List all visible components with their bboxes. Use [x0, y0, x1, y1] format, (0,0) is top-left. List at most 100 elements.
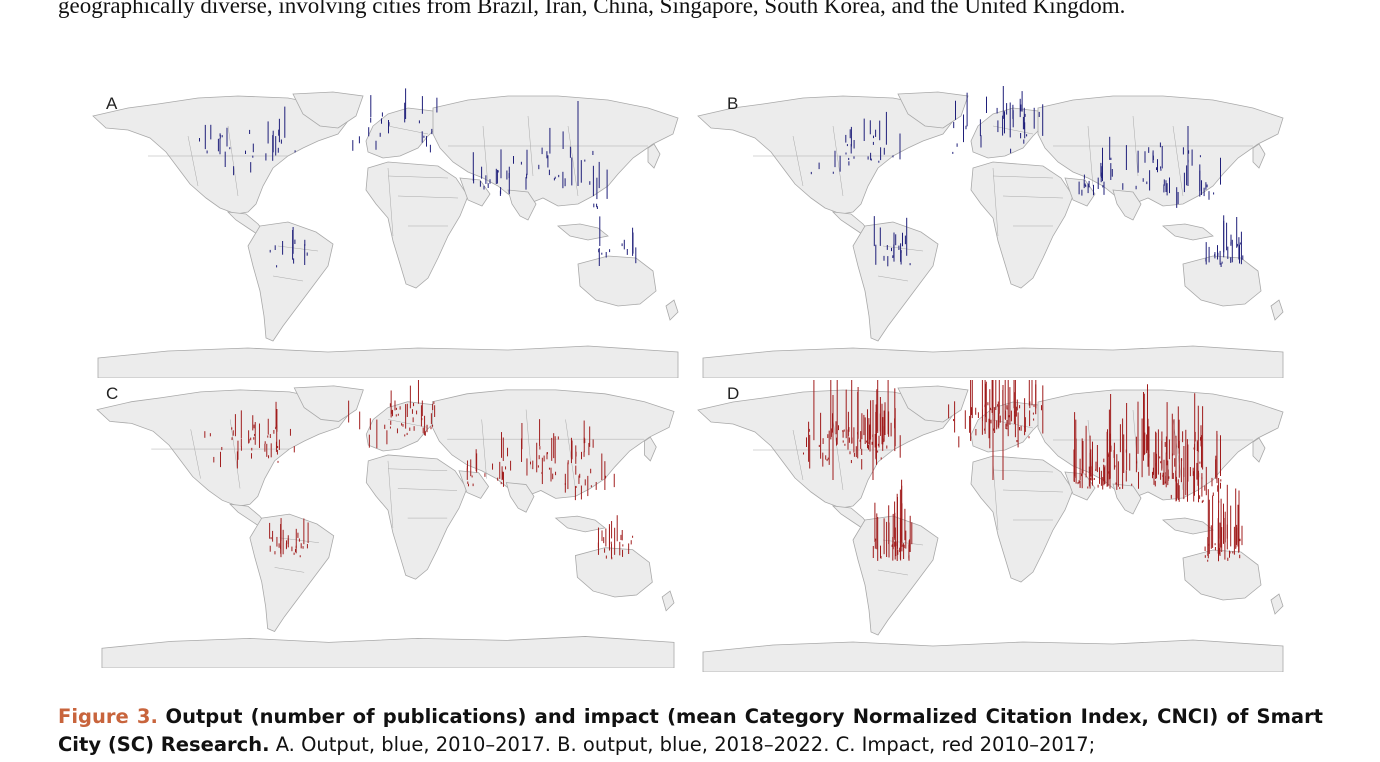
country-border	[565, 419, 576, 489]
country-border	[387, 468, 448, 471]
country-border	[272, 275, 304, 282]
land-shape	[1270, 299, 1284, 321]
country-border	[397, 195, 459, 199]
land-shape	[365, 107, 439, 159]
spike-layer	[810, 86, 1244, 267]
country-border	[1002, 195, 1064, 199]
country-border	[1172, 125, 1184, 197]
land-shape	[970, 455, 1074, 583]
country-border	[229, 419, 241, 489]
world-map-c	[96, 380, 675, 668]
country-border	[992, 419, 1034, 429]
country-border	[397, 488, 458, 491]
land-shape	[702, 345, 1284, 378]
country-border	[277, 245, 319, 252]
land-shape	[365, 401, 438, 452]
country-border	[792, 135, 804, 187]
country-border	[992, 175, 1054, 179]
country-border	[387, 125, 429, 135]
land-shape	[1064, 177, 1096, 207]
land-shape	[507, 189, 537, 221]
panel-label-c: C	[106, 384, 119, 403]
map-panel-b: B	[693, 86, 1291, 378]
land-shape	[365, 454, 468, 580]
world-map-b	[697, 86, 1284, 378]
figure-title: Output (number of publications) and impa…	[58, 705, 1324, 756]
land-layer	[697, 385, 1284, 672]
land-layer	[92, 91, 679, 378]
world-map-d	[697, 380, 1284, 672]
land-shape	[557, 223, 609, 241]
land-shape	[897, 91, 969, 129]
country-border	[877, 275, 909, 282]
country-border	[274, 567, 305, 573]
land-shape	[92, 95, 349, 215]
land-shape	[247, 221, 334, 342]
spike-layer	[803, 380, 1243, 562]
country-border	[387, 175, 449, 179]
land-shape	[293, 385, 364, 422]
land-layer	[697, 91, 1284, 378]
country-border	[992, 167, 999, 237]
country-border	[992, 461, 999, 531]
country-border	[877, 569, 909, 576]
land-shape	[1162, 223, 1214, 241]
land-shape	[970, 107, 1044, 159]
country-border	[387, 419, 428, 428]
figure-caption-text: A. Output, blue, 2010–2017. B. output, b…	[275, 733, 1096, 756]
land-shape	[1182, 549, 1262, 601]
land-shape	[644, 436, 657, 462]
land-shape	[365, 161, 469, 289]
land-shape	[852, 515, 939, 636]
country-border	[832, 125, 844, 197]
world-map-a	[92, 88, 679, 378]
country-border	[882, 539, 924, 546]
land-shape	[574, 547, 653, 598]
map-panel-a: A	[88, 86, 686, 378]
land-shape	[1112, 189, 1142, 221]
land-shape	[505, 482, 535, 513]
figure-caption: Figure 3. Output (number of publications…	[58, 703, 1323, 759]
panel-label-b: B	[727, 94, 739, 113]
figure-label: Figure 3.	[58, 705, 158, 728]
body-text-line: geographically diverse, involving cities…	[58, 0, 1126, 18]
spike-layer	[204, 380, 634, 560]
country-border	[482, 125, 489, 187]
panel-label-d: D	[727, 384, 740, 403]
land-shape	[458, 470, 490, 499]
land-shape	[897, 385, 969, 423]
land-shape	[577, 255, 657, 307]
land-shape	[1037, 95, 1284, 207]
land-shape	[292, 91, 364, 129]
land-shape	[661, 590, 675, 612]
land-shape	[101, 636, 675, 668]
country-border	[387, 460, 394, 528]
country-border	[832, 419, 844, 491]
country-border	[481, 419, 487, 479]
country-border	[882, 245, 924, 252]
land-shape	[1162, 517, 1214, 535]
land-shape	[697, 95, 954, 215]
land-shape	[1252, 437, 1266, 463]
land-shape	[647, 143, 661, 169]
country-border	[190, 429, 201, 479]
country-border	[227, 125, 239, 197]
land-shape	[1182, 255, 1262, 307]
country-border	[187, 135, 199, 187]
spike-layer	[199, 88, 637, 268]
map-panel-c: C	[88, 380, 686, 668]
country-border	[992, 125, 1034, 135]
land-shape	[249, 513, 335, 632]
country-border	[1002, 489, 1064, 493]
panel-label-a: A	[106, 94, 118, 113]
country-border	[792, 429, 804, 481]
map-panel-d: D	[693, 380, 1291, 672]
country-border	[567, 125, 579, 197]
land-shape	[852, 221, 939, 342]
land-shape	[1252, 143, 1266, 169]
land-shape	[970, 161, 1074, 289]
land-shape	[459, 177, 491, 207]
land-shape	[702, 639, 1284, 672]
country-border	[387, 167, 394, 237]
land-shape	[554, 515, 606, 533]
